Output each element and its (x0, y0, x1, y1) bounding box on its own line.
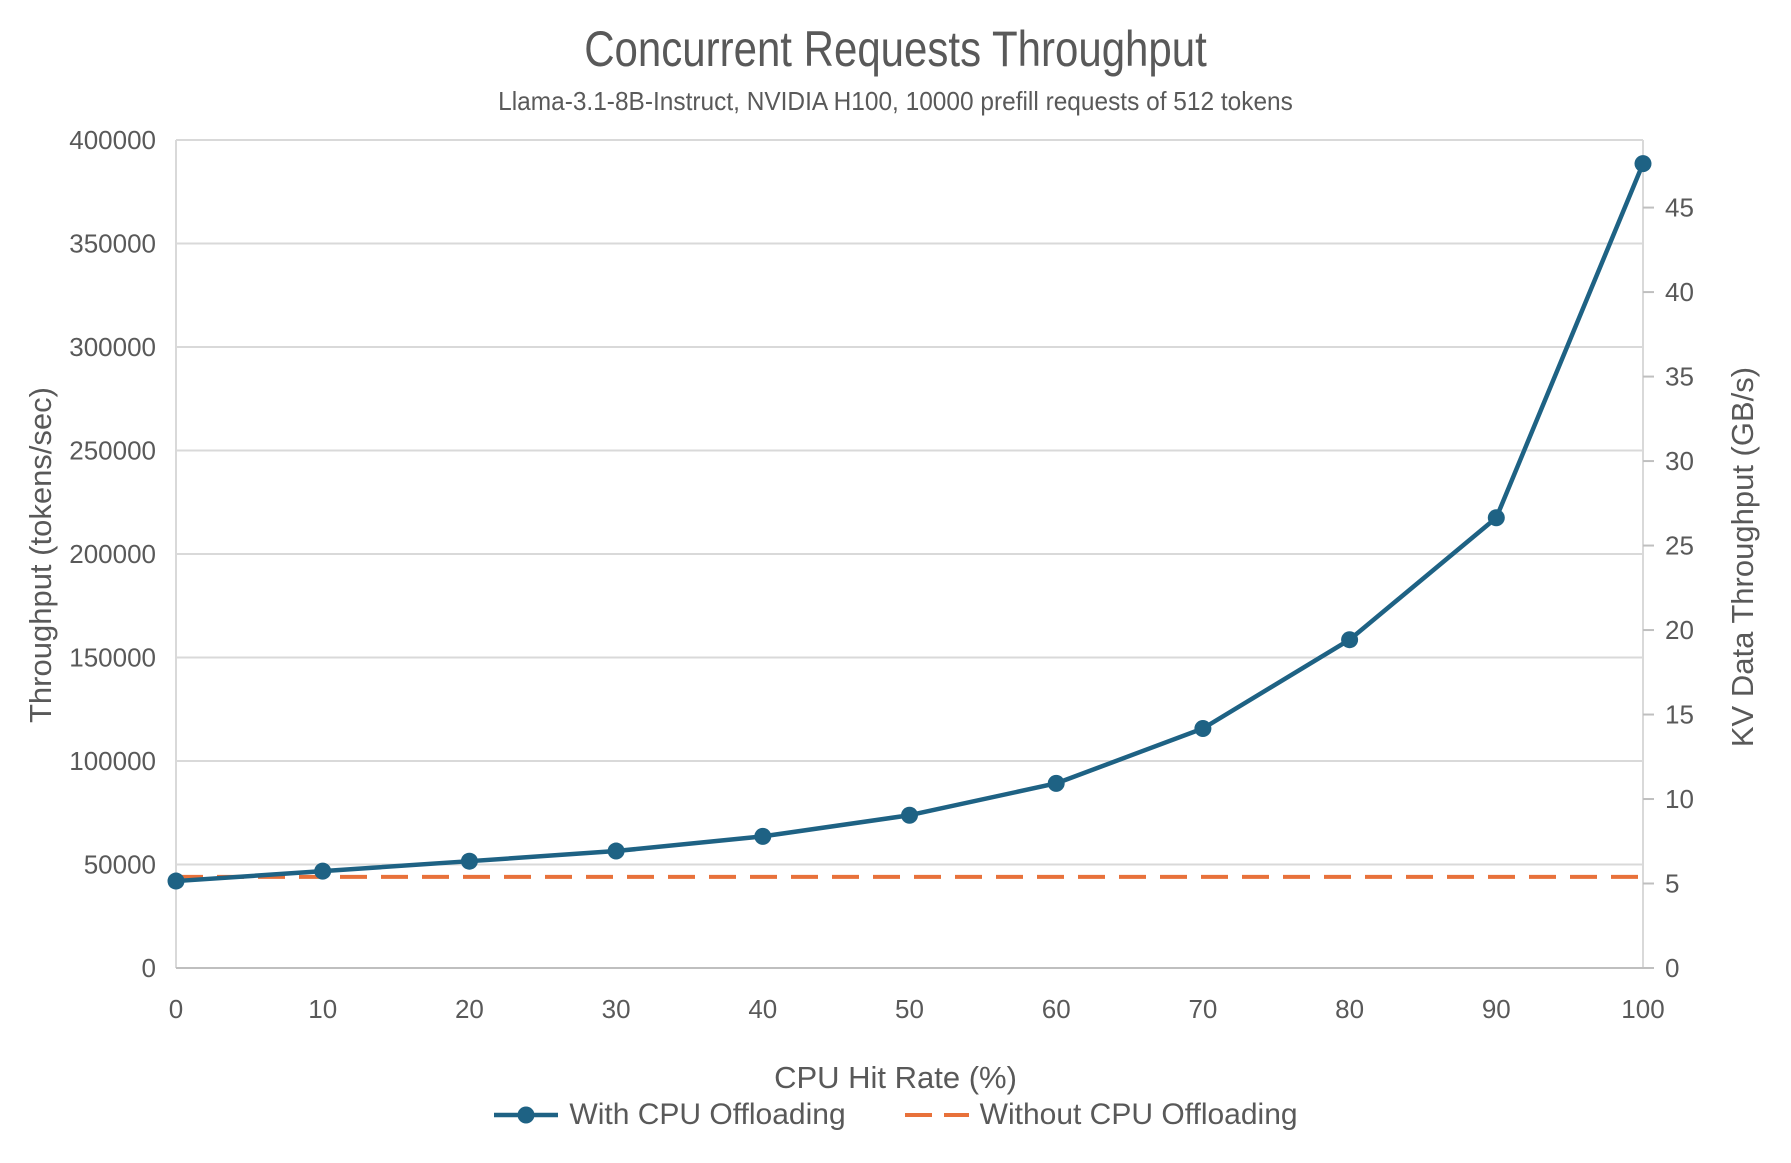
data-point-marker (460, 852, 478, 870)
right-tick-label: 30 (1665, 446, 1694, 476)
data-point-marker (1634, 155, 1652, 173)
left-tick-label: 0 (142, 953, 156, 983)
legend: With CPU Offloading Without CPU Offloadi… (0, 1098, 1791, 1132)
right-tick-label: 5 (1665, 869, 1679, 899)
left-tick-label: 400000 (69, 125, 156, 155)
legend-item-without-cpu-offloading: Without CPU Offloading (904, 1098, 1298, 1132)
right-axis-title: KV Data Throughput (GB/s) (1725, 366, 1760, 748)
x-tick-label: 100 (1621, 994, 1664, 1024)
x-tick-label: 60 (1042, 994, 1071, 1024)
right-tick-label: 20 (1665, 615, 1694, 645)
left-tick-label: 300000 (69, 332, 156, 362)
data-point-marker (1341, 631, 1359, 649)
line-with-marker-icon (494, 1106, 559, 1124)
x-tick-label: 10 (308, 994, 337, 1024)
x-tick-label: 30 (602, 994, 631, 1024)
x-tick-label: 40 (748, 994, 777, 1024)
x-tick-label: 80 (1335, 994, 1364, 1024)
data-point-marker (901, 806, 918, 824)
x-tick-label: 90 (1482, 994, 1511, 1024)
right-tick-label: 45 (1665, 193, 1694, 223)
right-tick-label: 40 (1665, 277, 1694, 307)
right-tick-label: 10 (1665, 784, 1694, 814)
legend-label: Without CPU Offloading (979, 1098, 1298, 1131)
right-tick-label: 25 (1665, 531, 1694, 561)
left-tick-label: 250000 (69, 436, 156, 466)
legend-item-with-cpu-offloading: With CPU Offloading (493, 1098, 846, 1132)
x-tick-label: 20 (455, 994, 484, 1024)
left-tick-label: 50000 (84, 850, 156, 880)
x-tick-label: 50 (895, 994, 924, 1024)
x-axis-title: CPU Hit Rate (%) (774, 1060, 1017, 1095)
x-tick-label: 0 (169, 994, 183, 1024)
chart-title: Concurrent Requests Throughput (584, 21, 1207, 77)
series-line-with-cpu-offloading (175, 162, 1646, 884)
x-tick-label: 70 (1188, 994, 1217, 1024)
data-point-marker (1047, 774, 1065, 792)
left-tick-label: 150000 (69, 643, 156, 673)
chart-subtitle: Llama-3.1-8B-Instruct, NVIDIA H100, 1000… (498, 86, 1293, 116)
left-tick-label: 100000 (69, 746, 156, 776)
dashed-line-icon (904, 1113, 969, 1117)
data-point-marker (1194, 720, 1212, 738)
data-point-marker (1487, 509, 1505, 527)
data-point-marker (314, 862, 332, 880)
left-axis-title: Throughput (tokens/sec) (23, 387, 58, 724)
data-point-marker (754, 827, 772, 845)
data-point-marker (167, 872, 185, 890)
left-tick-label: 350000 (69, 229, 156, 259)
data-point-marker (607, 842, 625, 860)
right-tick-label: 35 (1665, 362, 1694, 392)
left-tick-label: 200000 (69, 539, 156, 569)
legend-label: With CPU Offloading (569, 1098, 846, 1131)
right-tick-label: 15 (1665, 700, 1694, 730)
right-tick-label: 0 (1665, 953, 1679, 983)
